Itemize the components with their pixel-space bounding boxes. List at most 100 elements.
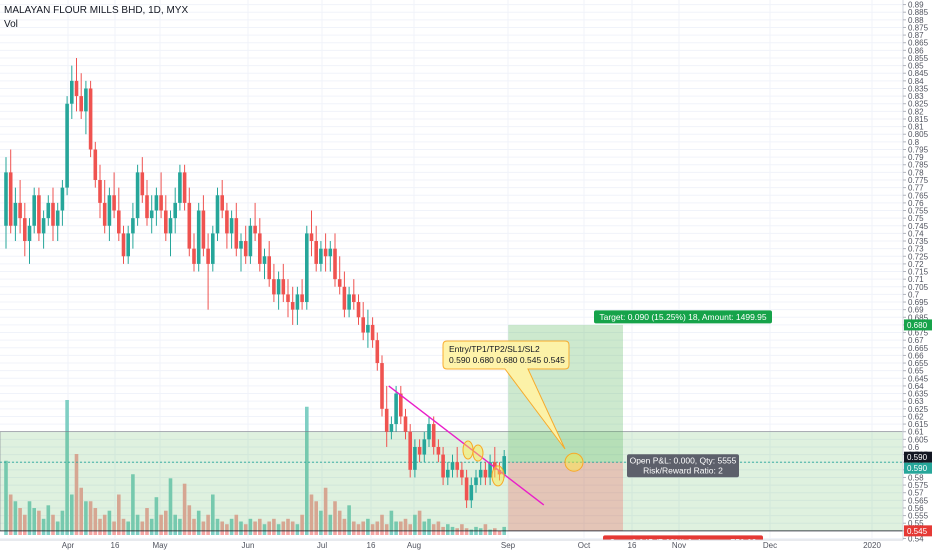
volume-bar [361,521,365,535]
volume-bar [328,514,333,535]
price-tick-label: 0.845 [908,69,929,78]
candle-body [135,172,140,219]
volume-bar [145,508,149,535]
volume-bar [394,521,398,535]
volume-bar [55,521,60,535]
volume-bar [37,510,41,535]
candle-body [98,180,102,203]
volume-bar [314,501,318,535]
volume-bar [460,524,464,535]
volume-bar [159,514,163,535]
highlight-ellipse[interactable] [462,440,474,460]
volume-bar [262,524,267,535]
callout-note[interactable] [442,340,570,450]
price-tick-label: 0.82 [908,107,924,116]
note-line-2: 0.590 0.680 0.680 0.545 0.545 [449,355,565,365]
price-tick-label: 0.72 [908,260,924,269]
trendline[interactable] [388,385,545,506]
candle-body [126,233,130,257]
time-tick-label: Nov [672,541,686,550]
price-tick-label: 0.765 [908,191,929,200]
time-axis[interactable]: Apr 16 May Jun Jul 16 Aug Sep Oct 16 Nov Dec 2020 [0,539,903,550]
candle-body [450,462,455,470]
volume-bar [408,524,412,535]
candle-body [436,446,441,455]
candle-body [455,462,459,470]
candle-body [380,363,384,409]
candle-body [328,248,333,257]
price-tick-label: 0.54 [908,534,924,543]
volume-bar [79,487,83,535]
candle-body [342,286,347,310]
volume-bar [337,510,342,535]
highlight-ellipse[interactable] [564,452,584,472]
volume-bar [253,521,257,535]
price-tick-label: 0.71 [908,275,924,284]
candle-body [319,248,323,264]
volume-bar [65,400,69,535]
price-tick-label: 0.63 [908,397,924,406]
volume-bar [384,524,389,535]
candle-body [220,195,224,211]
candle-body [192,248,196,264]
volume-bar [497,530,502,535]
pnl-box [627,454,739,478]
candle-body [27,225,32,242]
position-tool[interactable] [0,324,904,532]
candle-body [112,195,116,211]
time-tick-label: Dec [763,541,777,550]
volume-bar [23,514,27,535]
candle-body [469,485,474,501]
volume-bar [4,460,8,535]
candle-body [234,218,239,249]
price-axis[interactable]: 0.540.5450.550.5550.560.5650.570.5750.58… [902,0,932,550]
volume-bar [102,514,107,535]
price-tick-label: 0.695 [908,298,929,307]
volume-bar [342,518,347,535]
time-tick-label: May [152,541,167,550]
volume-bar [225,524,229,535]
candle-body [253,225,257,234]
volume-bar [370,524,375,535]
candle-body [74,80,79,97]
time-axis-bg [0,540,903,550]
highlight-ellipse[interactable] [491,465,505,487]
volume-bar [168,478,173,535]
price-tick-label: 0.645 [908,374,929,383]
volume-bar [478,528,483,535]
candle-body [474,477,478,486]
candle-body [102,202,107,226]
price-tick-label: 0.565 [908,496,929,505]
candle-body [272,279,276,295]
volume-bar [413,514,417,535]
price-tick-label: 0.655 [908,359,929,368]
price-tick-label: 0.55 [908,519,924,528]
price-tick-label: 0.89 [908,1,924,10]
volume-bar [258,518,262,535]
volume-bar [74,454,79,535]
volume-bar [60,510,65,535]
candle-body [413,446,417,470]
candlesticks [4,57,506,508]
candle-body [366,324,370,333]
candle-body [55,210,60,226]
volume-bar [201,521,206,535]
price-tick-label: 0.74 [908,229,924,238]
volume-bar [41,518,46,535]
volume-bar [211,494,215,535]
volume-bar [455,528,459,535]
price-tick-label: 0.815 [908,115,929,124]
price-badge-label: 0.680 [907,321,928,330]
highlight-ellipse[interactable] [472,444,484,462]
candle-body [352,294,356,303]
candle-body [502,456,506,475]
price-tick-label: 0.73 [908,245,924,254]
volume-bar [173,514,177,535]
volume-bar [117,494,121,535]
time-tick-label: 16 [628,541,637,550]
price-badge [904,319,932,331]
candle-body [46,202,51,219]
volume-bar [126,521,130,535]
candle-body [88,88,93,150]
